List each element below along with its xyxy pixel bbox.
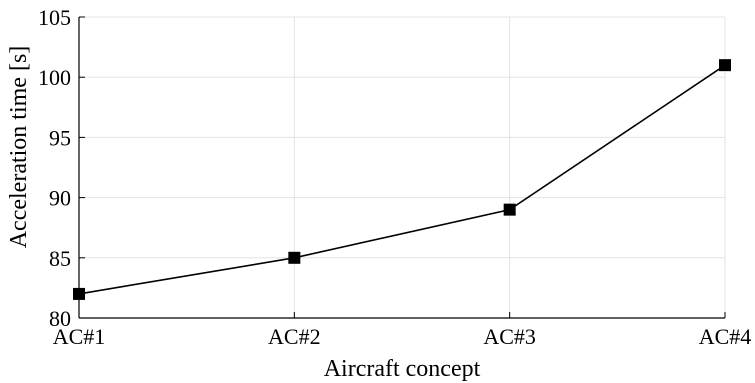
series	[73, 59, 731, 300]
y-tick-label: 85	[49, 246, 71, 271]
y-tick-label: 100	[38, 65, 71, 90]
data-point	[719, 59, 731, 72]
data-point	[288, 251, 301, 264]
x-tick-label: AC#3	[483, 324, 536, 349]
axes	[78, 17, 725, 319]
x-tick-label: AC#2	[268, 324, 321, 349]
y-tick-label: 90	[49, 186, 71, 211]
y-tick-label: 80	[49, 306, 71, 331]
x-axis-label: Aircraft concept	[324, 356, 481, 382]
data-point	[503, 203, 516, 216]
y-tick-label: 105	[38, 5, 71, 30]
x-tick-label: AC#4	[699, 324, 752, 349]
y-tick-label: 95	[49, 125, 71, 150]
x-tick-label: AC#1	[53, 324, 106, 349]
y-axis-label: Acceleration time [s]	[6, 46, 32, 249]
grid	[78, 16, 726, 319]
data-point	[73, 287, 85, 300]
ticks: 80 85 90 95 100 105 AC#1 AC#2 AC#3 AC#4	[38, 5, 751, 349]
series-line	[78, 64, 726, 295]
